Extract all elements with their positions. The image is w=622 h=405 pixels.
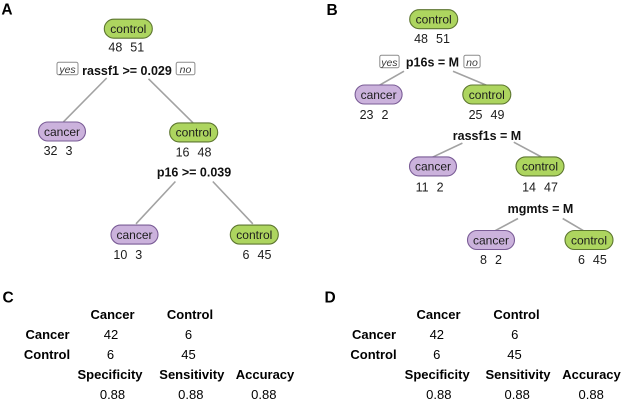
svg-text:no: no xyxy=(466,57,478,69)
svg-text:yes: yes xyxy=(58,64,76,76)
svg-text:Sensitivity: Sensitivity xyxy=(159,367,225,382)
svg-text:2: 2 xyxy=(437,181,444,195)
svg-text:51: 51 xyxy=(130,41,144,55)
svg-text:8: 8 xyxy=(480,253,487,267)
svg-text:2: 2 xyxy=(495,253,502,267)
svg-text:0.88: 0.88 xyxy=(579,387,604,402)
svg-text:45: 45 xyxy=(593,253,607,267)
svg-text:control: control xyxy=(469,88,505,102)
svg-text:cancer: cancer xyxy=(415,160,451,174)
svg-text:Specificity: Specificity xyxy=(77,367,143,382)
svg-text:Control: Control xyxy=(24,347,70,362)
svg-text:45: 45 xyxy=(258,248,272,262)
svg-text:0.88: 0.88 xyxy=(178,387,203,402)
svg-text:p16 >= 0.039: p16 >= 0.039 xyxy=(157,166,231,180)
svg-text:45: 45 xyxy=(507,347,521,362)
svg-text:D: D xyxy=(325,290,336,307)
svg-text:6: 6 xyxy=(578,253,585,267)
svg-text:23: 23 xyxy=(360,108,374,122)
svg-text:Accuracy: Accuracy xyxy=(236,367,295,382)
svg-text:42: 42 xyxy=(104,327,118,342)
svg-text:6: 6 xyxy=(433,347,440,362)
svg-text:Sensitivity: Sensitivity xyxy=(485,367,551,382)
svg-text:Cancer: Cancer xyxy=(90,307,134,322)
svg-text:32: 32 xyxy=(44,144,58,158)
svg-text:cancer: cancer xyxy=(44,125,80,139)
svg-text:51: 51 xyxy=(436,32,450,46)
svg-text:cancer: cancer xyxy=(361,88,397,102)
svg-text:control: control xyxy=(571,233,607,247)
svg-text:48: 48 xyxy=(108,41,122,55)
svg-text:16: 16 xyxy=(176,145,190,159)
svg-text:3: 3 xyxy=(135,248,142,262)
svg-text:cancer: cancer xyxy=(116,228,152,242)
svg-text:42: 42 xyxy=(430,327,444,342)
svg-text:A: A xyxy=(1,1,12,18)
svg-text:Cancer: Cancer xyxy=(416,307,460,322)
svg-text:Control: Control xyxy=(350,347,396,362)
svg-text:0.88: 0.88 xyxy=(100,387,125,402)
svg-text:6: 6 xyxy=(243,248,250,262)
svg-text:C: C xyxy=(3,290,14,307)
svg-text:mgmts = M: mgmts = M xyxy=(508,202,574,216)
svg-text:p16s = M: p16s = M xyxy=(406,55,459,69)
svg-text:Cancer: Cancer xyxy=(352,327,396,342)
svg-text:3: 3 xyxy=(66,144,73,158)
svg-text:0.88: 0.88 xyxy=(426,387,451,402)
svg-text:10: 10 xyxy=(113,248,127,262)
svg-text:14: 14 xyxy=(522,181,536,195)
svg-text:no: no xyxy=(180,64,192,76)
svg-text:rassf1 >= 0.029: rassf1 >= 0.029 xyxy=(82,64,172,78)
svg-text:45: 45 xyxy=(181,347,195,362)
svg-text:control: control xyxy=(110,22,146,36)
svg-text:48: 48 xyxy=(414,32,428,46)
svg-text:0.88: 0.88 xyxy=(251,387,276,402)
svg-text:Accuracy: Accuracy xyxy=(562,367,621,382)
svg-text:control: control xyxy=(236,228,272,242)
svg-text:6: 6 xyxy=(107,347,114,362)
svg-text:2: 2 xyxy=(382,108,389,122)
svg-text:control: control xyxy=(522,160,558,174)
svg-text:Cancer: Cancer xyxy=(25,327,69,342)
svg-text:47: 47 xyxy=(544,181,558,195)
svg-text:49: 49 xyxy=(491,108,505,122)
svg-text:25: 25 xyxy=(469,108,483,122)
svg-text:rassf1s = M: rassf1s = M xyxy=(453,129,521,143)
svg-text:control: control xyxy=(416,13,452,27)
svg-text:6: 6 xyxy=(185,327,192,342)
svg-text:control: control xyxy=(176,126,212,140)
svg-text:B: B xyxy=(327,2,338,19)
svg-text:Control: Control xyxy=(493,307,539,322)
svg-text:6: 6 xyxy=(511,327,518,342)
svg-text:Specificity: Specificity xyxy=(405,367,471,382)
svg-text:11: 11 xyxy=(416,181,429,195)
svg-text:0.88: 0.88 xyxy=(505,387,530,402)
svg-text:yes: yes xyxy=(380,57,398,69)
svg-text:48: 48 xyxy=(198,145,212,159)
svg-text:cancer: cancer xyxy=(473,233,509,247)
svg-text:Control: Control xyxy=(167,307,213,322)
